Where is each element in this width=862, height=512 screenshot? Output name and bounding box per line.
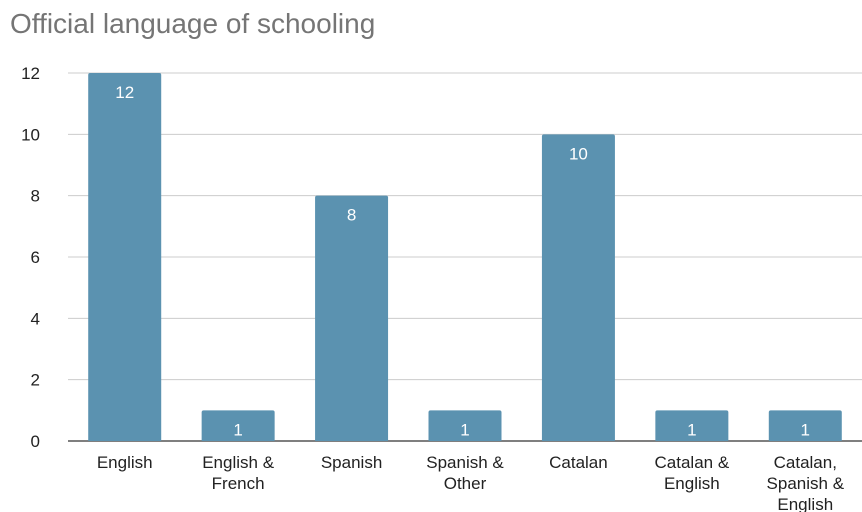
y-tick-label: 8	[31, 187, 40, 206]
data-label: 10	[569, 144, 588, 163]
data-label: 8	[347, 206, 356, 225]
x-tick-label: Catalan	[549, 453, 608, 472]
x-tick-label: Spanish & Other	[426, 453, 504, 493]
x-tick-label-line: Catalan	[549, 453, 608, 472]
bar	[88, 73, 162, 441]
bar	[541, 134, 615, 442]
x-tick-label-line: English	[777, 495, 833, 512]
bar	[768, 410, 842, 441]
x-tick-label-line: English &	[202, 453, 274, 472]
x-tick-label: English & French	[202, 453, 274, 493]
x-tick-label-line: Catalan,	[774, 453, 837, 472]
x-tick-label: English	[97, 453, 153, 472]
data-label: 1	[687, 420, 696, 439]
x-tick-label-line: Spanish &	[426, 453, 504, 472]
bar	[428, 410, 502, 441]
y-tick-label: 6	[31, 248, 40, 267]
bar	[655, 410, 729, 441]
x-tick-label: Catalan, Spanish & English	[767, 453, 845, 512]
x-tick-label: Spanish	[321, 453, 382, 472]
y-tick-label: 10	[21, 125, 40, 144]
x-tick-label: Catalan & English	[655, 453, 730, 493]
x-tick-label-line: Spanish &	[767, 474, 845, 493]
x-tick-label-line: English	[664, 474, 720, 493]
bar	[201, 410, 275, 441]
chart-title: Official language of schooling	[10, 8, 376, 39]
x-tick-label-line: Spanish	[321, 453, 382, 472]
data-label: 1	[460, 420, 469, 439]
x-tick-label-line: English	[97, 453, 153, 472]
x-tick-label-line: Other	[444, 474, 487, 493]
x-tick-label-line: Catalan &	[655, 453, 730, 472]
bar	[315, 195, 389, 441]
y-tick-label: 2	[31, 371, 40, 390]
y-tick-label: 4	[31, 309, 40, 328]
data-label: 12	[115, 83, 134, 102]
y-tick-label: 12	[21, 64, 40, 83]
x-tick-label-line: French	[212, 474, 265, 493]
y-tick-label: 0	[31, 432, 40, 451]
data-label: 1	[801, 420, 810, 439]
data-label: 1	[233, 420, 242, 439]
